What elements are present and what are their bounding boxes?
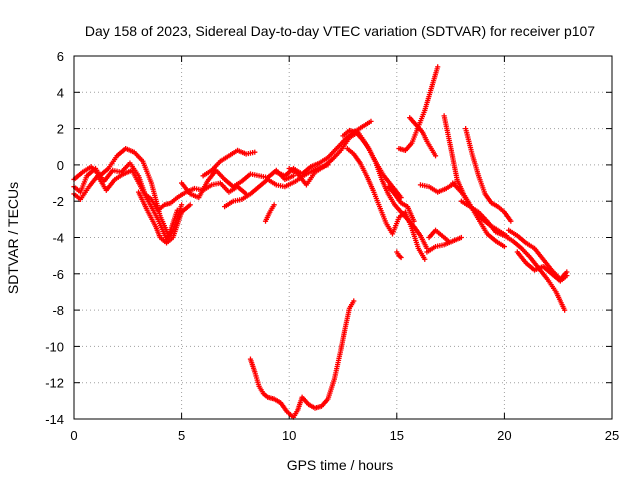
series-track-f bbox=[200, 147, 258, 179]
data-point bbox=[435, 64, 441, 70]
data-point bbox=[508, 218, 514, 224]
data-point bbox=[422, 256, 428, 262]
data-point bbox=[290, 173, 297, 179]
x-tick-label: 20 bbox=[497, 428, 511, 443]
series-track-v bbox=[463, 126, 514, 224]
data-point bbox=[368, 118, 374, 124]
y-tick-label: -4 bbox=[52, 231, 64, 246]
x-tick-labels: 0 5 10 15 20 25 bbox=[70, 428, 619, 443]
x-tick-label: 0 bbox=[70, 428, 77, 443]
data-point bbox=[564, 273, 570, 279]
x-tick-label: 15 bbox=[390, 428, 404, 443]
series-track-p bbox=[407, 115, 439, 159]
y-tick-label: 0 bbox=[57, 158, 64, 173]
series-track-d bbox=[135, 189, 193, 246]
y-tick-label: -14 bbox=[45, 412, 64, 427]
series-track-t bbox=[441, 113, 510, 239]
data-point bbox=[445, 238, 452, 244]
series-track-o bbox=[396, 64, 441, 153]
data-point bbox=[187, 202, 193, 208]
y-tick-label: 6 bbox=[57, 49, 64, 64]
data-point bbox=[252, 149, 258, 155]
series-track-s bbox=[426, 227, 452, 244]
series-track-n bbox=[394, 249, 404, 261]
chart-title: Day 158 of 2023, Sidereal Day-to-day VTE… bbox=[85, 23, 595, 39]
series-track-q bbox=[417, 180, 458, 195]
data-point bbox=[397, 253, 403, 260]
series-track-m bbox=[385, 184, 417, 224]
data-point bbox=[398, 254, 404, 261]
data-point bbox=[179, 202, 185, 208]
y-tick-label: -10 bbox=[45, 339, 64, 354]
y-tick-label: -8 bbox=[52, 303, 64, 318]
series-track-h bbox=[262, 202, 277, 224]
series-track-l bbox=[344, 145, 428, 262]
x-tick-label: 25 bbox=[605, 428, 619, 443]
plot-frame bbox=[73, 55, 613, 420]
data-point bbox=[432, 153, 439, 159]
series-track-x bbox=[506, 227, 570, 282]
data-point bbox=[411, 218, 417, 224]
y-tick-label: -2 bbox=[52, 194, 64, 209]
y-tick-label: -6 bbox=[52, 267, 64, 282]
series-track-y bbox=[514, 249, 570, 284]
data-point bbox=[458, 234, 464, 241]
y-tick-label: 2 bbox=[57, 122, 64, 137]
data-point bbox=[271, 202, 277, 208]
series-track-k bbox=[340, 127, 430, 251]
x-tick-label: 10 bbox=[282, 428, 296, 443]
y-tick-labels: -14 -12 -10 -8 -6 -4 -2 0 2 4 6 bbox=[45, 49, 64, 427]
series-track-c bbox=[71, 167, 185, 242]
data-point bbox=[501, 243, 507, 250]
data-series bbox=[71, 64, 570, 420]
series-track-r bbox=[424, 234, 464, 255]
y-tick-label: 4 bbox=[57, 85, 64, 100]
y-tick-label: -12 bbox=[45, 376, 64, 391]
series-track-a bbox=[71, 160, 249, 213]
series-track-z bbox=[247, 298, 357, 420]
grid-lines bbox=[74, 56, 612, 419]
x-tick-label: 5 bbox=[178, 428, 185, 443]
y-axis-label: SDTVAR / TECUs bbox=[5, 182, 21, 294]
data-point bbox=[562, 307, 568, 313]
data-point bbox=[351, 298, 357, 304]
x-axis-label: GPS time / hours bbox=[287, 457, 394, 473]
